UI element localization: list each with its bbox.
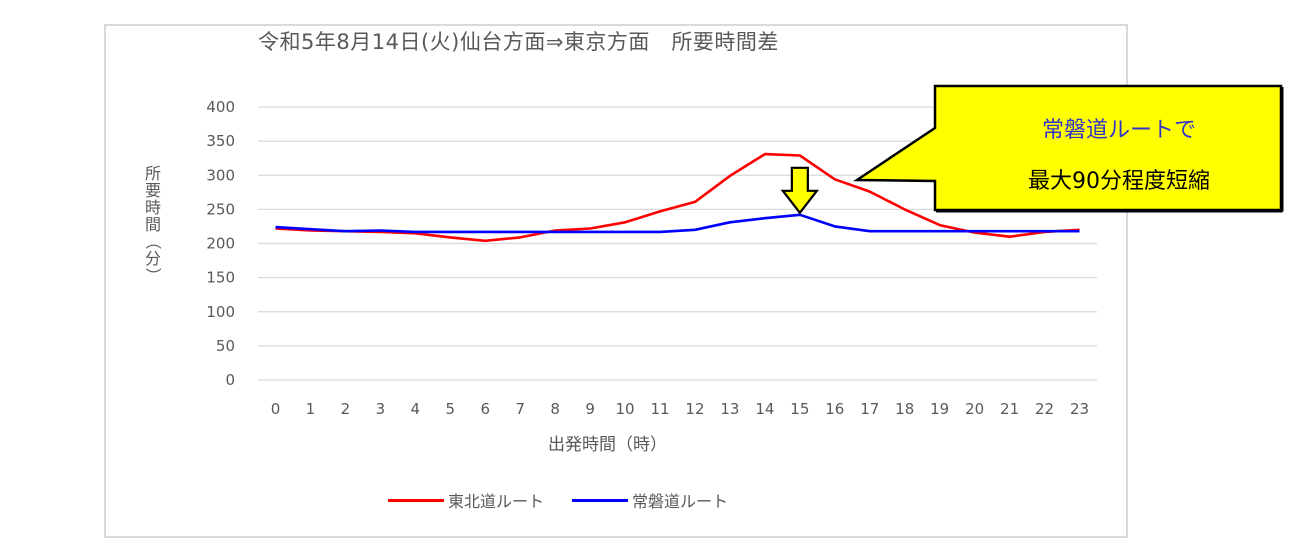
series-line-1 (275, 213, 1080, 234)
x-tick-label: 1 (306, 400, 316, 418)
y-tick-label: 0 (225, 371, 235, 389)
legend: 東北道ルート 常磐道ルート (388, 488, 728, 512)
legend-item-tohoku: 東北道ルート (388, 488, 544, 512)
x-tick-label: 5 (445, 400, 455, 418)
x-tick-label: 3 (376, 400, 386, 418)
y-tick-label: 400 (206, 98, 235, 116)
y-axis-label: 所要時間（分） (142, 165, 164, 284)
legend-label: 東北道ルート (448, 492, 545, 511)
x-tick-label: 9 (585, 400, 595, 418)
x-tick-label: 22 (1035, 400, 1054, 418)
y-tick-label: 300 (206, 166, 235, 184)
x-tick-label: 21 (1000, 400, 1019, 418)
legend-item-joban: 常磐道ルート (572, 488, 728, 512)
callout-line1: 常磐道ルートで (1041, 118, 1196, 143)
y-tick-label: 50 (216, 337, 235, 355)
down-arrow-icon (780, 166, 820, 215)
y-tick-label: 100 (206, 303, 235, 321)
y-tick-label: 150 (206, 269, 235, 287)
legend-swatch-red (388, 498, 444, 502)
x-tick-label: 15 (790, 400, 809, 418)
x-tick-label: 20 (965, 400, 984, 418)
x-tick-label: 10 (616, 400, 635, 418)
x-tick-label: 23 (1070, 400, 1089, 418)
y-axis-label-text: 所要時間（分） (143, 164, 163, 284)
x-tick-label: 14 (755, 400, 774, 418)
callout-box (852, 84, 1283, 212)
x-tick-label: 19 (930, 400, 949, 418)
legend-label: 常磐道ルート (632, 492, 729, 511)
legend-swatch-blue (572, 498, 629, 502)
x-tick-label: 0 (271, 400, 281, 418)
x-tick-label: 8 (550, 400, 560, 418)
series-line-0 (275, 152, 1080, 243)
x-tick-label: 12 (685, 400, 704, 418)
callout-line2: 最大90分程度短縮 (1028, 169, 1210, 194)
x-tick-label: 4 (411, 400, 421, 418)
x-tick-label: 18 (895, 400, 914, 418)
y-tick-label: 350 (206, 132, 235, 150)
x-tick-label: 16 (825, 400, 844, 418)
x-tick-label: 11 (650, 400, 669, 418)
x-tick-label: 2 (341, 400, 351, 418)
x-axis-label: 出発時間（時） (548, 435, 667, 455)
chart-title: 令和5年8月14日(火)仙台方面⇒東京方面 所要時間差 (258, 30, 779, 54)
y-tick-label: 200 (206, 235, 235, 253)
x-tick-label: 6 (480, 400, 490, 418)
y-tick-label: 250 (206, 200, 235, 218)
x-tick-label: 17 (860, 400, 879, 418)
x-tick-label: 13 (720, 400, 739, 418)
x-tick-label: 7 (515, 400, 525, 418)
